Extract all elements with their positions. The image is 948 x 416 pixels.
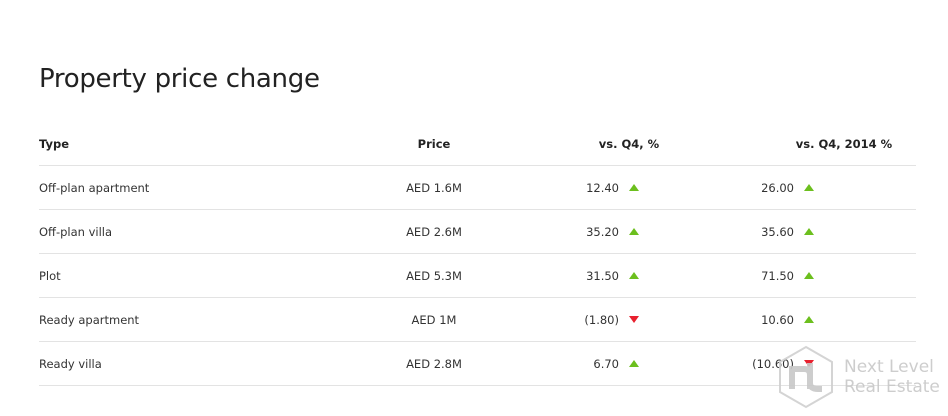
- cell-vs-q4: (1.80): [499, 313, 689, 327]
- vs-q4-2014-value: 26.00: [761, 180, 794, 195]
- cell-type: Ready villa: [39, 356, 102, 371]
- cell-price: AED 1.6M: [406, 180, 462, 195]
- page-title: Property price change: [39, 64, 320, 94]
- cell-vs-q4: 12.40: [499, 181, 689, 195]
- cell-vs-q4: 31.50: [499, 269, 689, 283]
- triangle-down-icon: [629, 316, 639, 323]
- table-row: Off-plan apartment AED 1.6M 12.40 26.00: [39, 166, 916, 210]
- table-row: Ready villa AED 2.8M 6.70 (10.60): [39, 342, 916, 386]
- table-row: Ready apartment AED 1M (1.80) 10.60: [39, 298, 916, 342]
- cell-type: Ready apartment: [39, 312, 140, 327]
- cell-type: Off-plan villa: [39, 224, 113, 239]
- table-row: Plot AED 5.3M 31.50 71.50: [39, 254, 916, 298]
- col-type: Type: [39, 136, 70, 151]
- cell-vs-q4-2014: 26.00: [689, 181, 909, 195]
- col-vs-q4-2014: vs. Q4, 2014 %: [689, 137, 909, 151]
- triangle-up-icon: [629, 184, 639, 191]
- vs-q4-value: 6.70: [593, 356, 619, 371]
- table-header: Type Price vs. Q4, % vs. Q4, 2014 %: [39, 122, 916, 166]
- cell-vs-q4-2014: 35.60: [689, 225, 909, 239]
- logo-hexagon-icon: [779, 345, 833, 409]
- logo-line1: Next Level: [844, 357, 934, 377]
- price-change-table: Type Price vs. Q4, % vs. Q4, 2014 % Off-…: [39, 122, 916, 386]
- col-price: Price: [417, 136, 451, 151]
- logo-line2: Real Estate: [844, 377, 940, 397]
- triangle-up-icon: [804, 184, 814, 191]
- cell-type: Off-plan apartment: [39, 180, 150, 195]
- vs-q4-value: 12.40: [586, 180, 619, 195]
- col-vs-q4-label: vs. Q4, %: [598, 136, 660, 151]
- cell-price: AED 1M: [411, 312, 457, 327]
- cell-vs-q4: 6.70: [499, 357, 689, 371]
- watermark-logo: Next Level Real Estate: [778, 345, 940, 409]
- col-vs-q4-2014-label: vs. Q4, 2014 %: [795, 136, 893, 151]
- vs-q4-2014-value: 35.60: [761, 224, 794, 239]
- triangle-up-icon: [629, 228, 639, 235]
- vs-q4-value: 31.50: [586, 268, 619, 283]
- cell-vs-q4: 35.20: [499, 225, 689, 239]
- triangle-up-icon: [629, 360, 639, 367]
- vs-q4-value: (1.80): [584, 312, 619, 327]
- vs-q4-2014-value: 71.50: [761, 268, 794, 283]
- col-vs-q4: vs. Q4, %: [499, 137, 689, 151]
- cell-price: AED 5.3M: [406, 268, 462, 283]
- triangle-up-icon: [804, 272, 814, 279]
- cell-type: Plot: [39, 268, 61, 283]
- table-row: Off-plan villa AED 2.6M 35.20 35.60: [39, 210, 916, 254]
- triangle-up-icon: [804, 316, 814, 323]
- cell-price: AED 2.6M: [406, 224, 462, 239]
- triangle-up-icon: [629, 272, 639, 279]
- cell-vs-q4-2014: 71.50: [689, 269, 909, 283]
- vs-q4-2014-value: 10.60: [761, 312, 794, 327]
- triangle-up-icon: [804, 228, 814, 235]
- vs-q4-value: 35.20: [586, 224, 619, 239]
- cell-price: AED 2.8M: [406, 356, 462, 371]
- cell-vs-q4-2014: 10.60: [689, 313, 909, 327]
